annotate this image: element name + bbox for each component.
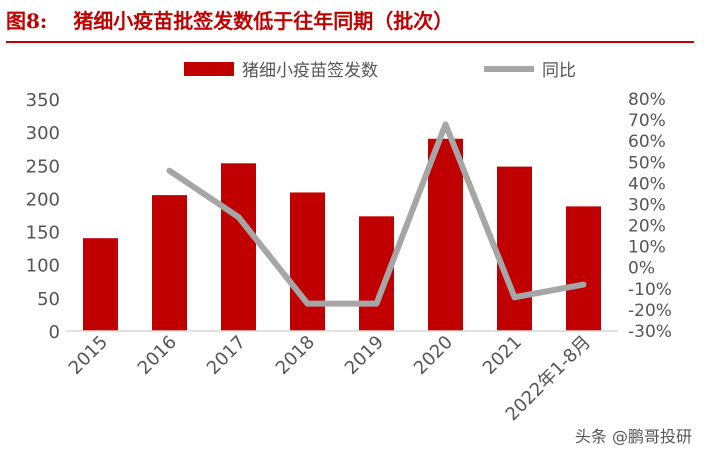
left-axis-tick-label: 250 (26, 156, 60, 177)
right-axis-tick-label: -10% (628, 280, 672, 300)
left-y-axis: 0 50 100 150 200 250 300 350 (26, 90, 60, 343)
watermark: 头条 @鹏哥投研 (574, 427, 692, 446)
bar (566, 206, 601, 331)
line-series (166, 121, 587, 307)
figure-title: 图8: 猪细小疫苗批签发数低于往年同期（批次） (6, 4, 696, 38)
x-axis-tick-label: 2020 (410, 332, 457, 379)
right-axis-tick-label: 40% (628, 174, 666, 194)
right-y-axis: -30%-20%-10%0%10%20%30%40%50%60%70%80% (628, 90, 672, 342)
figure-number: 图8: (6, 9, 48, 33)
left-axis-tick-label: 0 (49, 322, 60, 343)
bar (152, 195, 187, 331)
bar (497, 166, 532, 331)
x-axis-tick-label: 2019 (341, 332, 388, 379)
left-axis-tick-label: 200 (26, 189, 60, 210)
left-axis-tick-label: 350 (26, 90, 60, 111)
right-axis-tick-label: 50% (628, 153, 666, 173)
bar-series (83, 138, 601, 331)
left-axis-tick-label: 100 (26, 256, 60, 277)
x-axis-tick-label: 2016 (134, 332, 181, 379)
legend-bar-label: 猪细小疫苗签发数 (242, 61, 378, 81)
right-axis-tick-label: 30% (628, 195, 666, 215)
right-axis-tick-label: 70% (628, 111, 666, 131)
x-axis-tick-label: 2017 (203, 332, 250, 379)
x-axis-tick-label: 2018 (272, 332, 319, 379)
x-axis-tick-label: 2021 (479, 332, 526, 379)
right-axis-tick-label: 60% (628, 132, 666, 152)
right-axis-tick-label: -30% (628, 322, 672, 342)
legend: 猪细小疫苗签发数 同比 (184, 61, 576, 81)
bar (428, 138, 463, 331)
right-axis-tick-label: 20% (628, 217, 666, 237)
figure-caption: 猪细小疫苗批签发数低于往年同期（批次） (73, 9, 454, 33)
right-axis-tick-label: -20% (628, 301, 672, 321)
right-axis-tick-label: 80% (628, 90, 666, 110)
right-axis-tick-label: 0% (628, 259, 655, 279)
left-axis-tick-label: 50 (37, 289, 60, 310)
legend-bar-swatch (184, 62, 234, 76)
title-divider (6, 41, 694, 43)
right-axis-tick-label: 10% (628, 238, 666, 258)
legend-line-label: 同比 (542, 61, 576, 81)
bar (290, 192, 325, 331)
yoy-line-path (166, 121, 587, 307)
bar (221, 163, 256, 331)
left-axis-tick-label: 300 (26, 123, 60, 144)
left-axis-tick-label: 150 (26, 223, 60, 244)
bar (83, 238, 118, 331)
x-axis-tick-label: 2015 (65, 332, 112, 379)
